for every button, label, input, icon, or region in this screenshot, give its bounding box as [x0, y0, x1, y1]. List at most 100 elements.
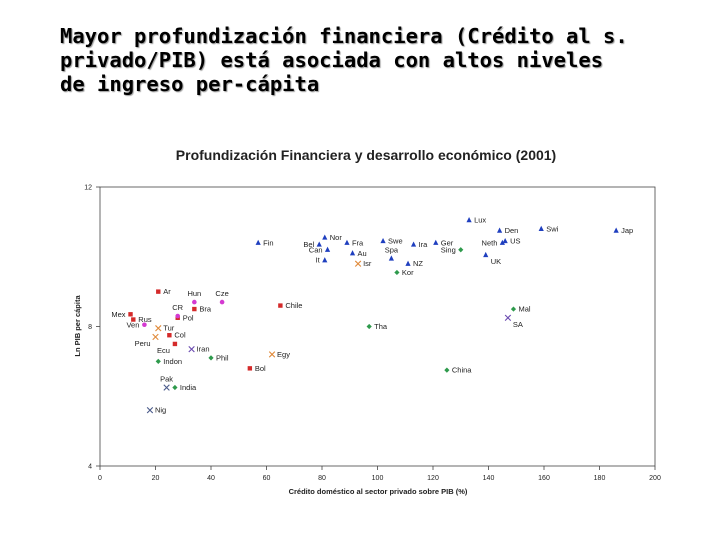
- data-point: Lux: [466, 216, 486, 225]
- y-tick-label: 12: [84, 185, 92, 192]
- data-point-marker: [499, 239, 505, 245]
- series-green_diamond: Sing Kor Mal Tha China Indon Phil India: [155, 245, 531, 392]
- y-tick-label: 8: [88, 324, 92, 331]
- data-point: Ecu: [157, 341, 178, 355]
- data-point-label: It: [316, 256, 321, 265]
- data-point-label: Ger: [441, 238, 454, 247]
- series-purple_x: Iran SA: [188, 314, 523, 354]
- data-point-label: Sing: [441, 245, 456, 254]
- data-point: Kor: [394, 268, 414, 277]
- data-point-marker: [278, 303, 283, 308]
- y-axis-label: Ln PIB per cápita: [73, 295, 82, 357]
- data-point: Rus: [131, 315, 152, 324]
- data-point: Fra: [344, 238, 364, 247]
- data-point-label: Ecu: [157, 346, 170, 355]
- data-point-label: Isr: [363, 259, 372, 268]
- data-point-label: SA: [513, 320, 523, 329]
- data-point-label: Kor: [402, 268, 414, 277]
- data-point-marker: [155, 325, 162, 332]
- data-point: Chile: [278, 301, 302, 310]
- data-point-marker: [510, 306, 517, 312]
- data-point: Fin: [255, 238, 274, 247]
- data-point: Phil: [208, 353, 229, 362]
- data-point-marker: [192, 299, 197, 305]
- data-point-marker: [444, 367, 450, 373]
- data-point: Swe: [380, 237, 403, 246]
- data-point-label: Cze: [215, 289, 228, 298]
- data-point-marker: [131, 317, 136, 322]
- data-point-marker: [219, 299, 225, 305]
- data-point-marker: [268, 351, 276, 358]
- data-point: Ira: [410, 240, 428, 249]
- x-tick-label: 120: [427, 475, 439, 482]
- data-point-marker: [156, 289, 161, 294]
- data-point: Spa: [385, 245, 399, 261]
- data-point-label: Mex: [111, 310, 125, 319]
- data-point-label: China: [452, 366, 472, 375]
- data-point-label: Neth: [482, 238, 498, 247]
- data-point: Egy: [268, 350, 290, 359]
- data-point-label: Swe: [388, 237, 403, 246]
- data-point-label: UK: [491, 257, 501, 266]
- data-point-label: Chile: [285, 301, 302, 310]
- data-point-marker: [188, 345, 195, 353]
- data-point-label: Phil: [216, 353, 229, 362]
- data-point-marker: [316, 241, 322, 247]
- data-point: Bra: [192, 305, 212, 314]
- chart-title: Profundización Financiera y desarrollo e…: [176, 147, 556, 163]
- data-point-label: Egy: [277, 350, 290, 359]
- data-point-label: Nor: [330, 233, 343, 242]
- data-point: Neth: [482, 238, 505, 247]
- data-point: Ven: [126, 320, 147, 329]
- data-point-marker: [344, 239, 350, 245]
- data-point-marker: [247, 366, 253, 371]
- data-point: Isr: [354, 259, 372, 268]
- data-point-label: Den: [505, 226, 519, 235]
- data-point-marker: [128, 312, 133, 317]
- data-point: US: [502, 237, 521, 246]
- slide-title-line-3: de ingreso per-cápita: [60, 72, 320, 96]
- data-point-marker: [142, 322, 147, 328]
- data-point: Nor: [322, 233, 342, 242]
- x-tick-label: 60: [263, 475, 271, 482]
- data-point: China: [444, 366, 472, 375]
- data-point-label: Bra: [199, 305, 212, 314]
- data-point-label: Fin: [263, 238, 273, 247]
- data-point-label: Ar: [163, 287, 171, 296]
- data-point-marker: [322, 234, 328, 240]
- slide-title-line-2: privado/PIB) está asociada con altos niv…: [60, 48, 604, 72]
- data-point-label: Spa: [385, 245, 399, 254]
- data-point: NZ: [405, 259, 423, 268]
- data-point-marker: [172, 341, 178, 347]
- data-point-marker: [172, 384, 178, 391]
- data-point: UK: [483, 251, 501, 266]
- data-point: Peru: [135, 333, 159, 348]
- data-point-label: Indon: [163, 357, 182, 366]
- data-point-label: Pol: [183, 313, 194, 322]
- data-point-marker: [208, 355, 214, 361]
- slide-title: Mayor profundización financiera (Crédito…: [60, 24, 700, 96]
- data-point: Hun: [187, 289, 201, 305]
- data-point-label: Peru: [135, 339, 151, 348]
- data-point: Nig: [146, 406, 166, 415]
- data-point-label: Tur: [163, 324, 174, 333]
- data-point: It: [316, 256, 328, 265]
- x-tick-label: 40: [207, 475, 215, 482]
- data-point: Mal: [510, 305, 531, 314]
- data-point: Can: [309, 245, 331, 254]
- data-point-label: Rus: [138, 315, 152, 324]
- data-point-marker: [175, 313, 180, 319]
- data-point-label: Can: [309, 245, 323, 254]
- x-tick-label: 200: [649, 475, 661, 482]
- data-point-label: Lux: [474, 216, 486, 225]
- x-tick-label: 100: [372, 475, 384, 482]
- series-slate_x: Pak Nig: [146, 375, 173, 415]
- data-point: Col: [167, 331, 186, 340]
- data-point-marker: [388, 255, 394, 261]
- data-point-marker: [255, 239, 261, 245]
- slide-title-line-1: Mayor profundización financiera (Crédito…: [60, 24, 628, 48]
- data-point-label: Fra: [352, 238, 364, 247]
- data-point: India: [172, 383, 197, 392]
